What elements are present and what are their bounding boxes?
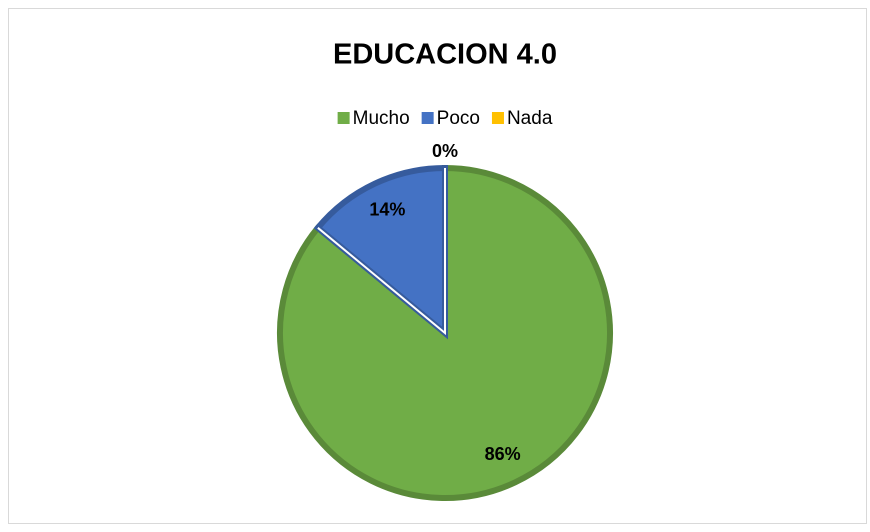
chart-title: EDUCACION 4.0 [333,39,557,71]
slice-edge [317,168,446,336]
pie-slice [313,164,448,340]
legend-label: Nada [507,108,553,129]
legend-swatch [491,112,504,124]
legend-label: Poco [437,108,480,129]
legend-swatch [337,112,350,124]
legend-swatch [421,112,434,124]
data-label: 14% [369,199,405,219]
legend-label: Mucho [353,108,410,129]
legend: Mucho Poco Nada [337,108,553,129]
data-label: 0% [432,141,458,161]
data-label: 86% [485,444,521,464]
